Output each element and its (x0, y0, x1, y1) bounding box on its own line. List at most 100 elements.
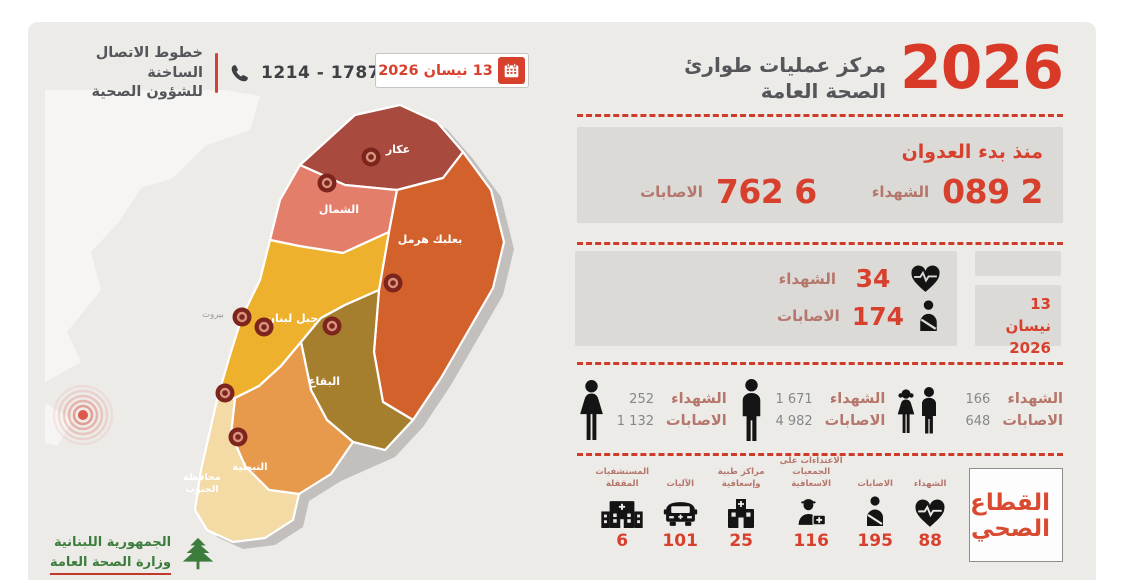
men-injuries-value: 4 982 (775, 413, 813, 429)
daily-injuries-value: 174 (851, 301, 904, 331)
sector-martyrs-value: 88 (918, 531, 943, 551)
sector-vehicles-value: 101 (662, 531, 698, 551)
lebanon-map: عكار الشمال بعلبك هرمل جبل لبنان البقاع … (45, 90, 514, 549)
health-sector-title-line2: الصحي (970, 516, 1050, 542)
hospital-icon (601, 501, 643, 528)
since-aggression-box: منذ بدء العدوان 2 089 الشهداء 6 762 الاص… (577, 127, 1063, 223)
daily-martyrs-row: 34 الشهداء (591, 264, 941, 293)
children-injuries-value: 648 (965, 413, 991, 429)
since-box-title: منذ بدء العدوان (901, 141, 1043, 163)
date-badge-text: 13 نيسان 2026 (378, 62, 493, 79)
men-martyrs-label: الشهداء (829, 391, 886, 407)
ministry-logo-text: الجمهورية اللبنانية وزارة الصحة العامة (50, 533, 172, 575)
men-group: 1 671 الشهداء 4 982 الاصابات (738, 378, 886, 442)
martyrs-total-value: 2 089 (942, 172, 1043, 211)
sector-attacks-value: 116 (793, 531, 829, 551)
daily-injuries-label: الاصابات (777, 307, 840, 326)
sector-centers-value: 25 (729, 531, 754, 551)
page-title-line2: الصحة العامة (760, 79, 886, 103)
sector-vehicles-label: الآليات (666, 478, 694, 489)
women-injuries-label: الاصابات (666, 413, 727, 429)
martyrs-total-label: الشهداء (871, 182, 930, 201)
women-martyrs-value: 252 (629, 391, 654, 407)
sector-attacks-label: الاعتداءات على الجمعيات الاسعافية (780, 456, 843, 489)
map-label-beirut: بيروت (202, 310, 224, 320)
women-group: 252 الشهداء 1 132 الاصابات (577, 379, 727, 441)
medical-center-icon (728, 499, 755, 528)
demographics-row: 252 الشهداء 1 132 الاصابات 1 671 الشهداء… (577, 371, 1063, 449)
heart-pulse-icon (911, 265, 940, 292)
children-martyrs-value: 166 (965, 391, 991, 407)
hotline-block: خطوط الاتصال الساخنة للشؤون الصحية 1214 … (45, 44, 380, 103)
ministry-logo: الجمهورية اللبنانية وزارة الصحة العامة (50, 533, 217, 575)
hotline-label: خطوط الاتصال الساخنة للشؤون الصحية (45, 44, 203, 103)
paramedic-icon (798, 499, 826, 526)
map-label-akkar: عكار (385, 143, 410, 156)
sector-injuries-label: الاصابات (857, 478, 893, 489)
women-martyrs-label: الشهداء (671, 391, 727, 407)
injured-person-icon (867, 496, 884, 526)
map-label-nabatieh: النبطية (232, 462, 267, 473)
ambulance-icon (663, 502, 697, 526)
hotline-label-line1: خطوط الاتصال الساخنة (95, 45, 203, 81)
logo-line2: وزارة الصحة العامة (50, 553, 172, 575)
hotline-numbers: 1214 - 1787 (261, 63, 381, 84)
children-martyrs-label: الشهداء (1007, 391, 1063, 407)
map-label-south-2: الجنوب (185, 484, 218, 495)
dashed-divider (577, 453, 1063, 456)
men-martyrs-value: 1 671 (775, 391, 813, 407)
daily-martyrs-label: الشهداء (778, 269, 836, 288)
hotline-label-line2: للشؤون الصحية (91, 84, 203, 101)
woman-icon (580, 380, 603, 440)
sector-hospitals-label: المستشفيات المقفلة (595, 467, 650, 489)
side-date-line2: 2026 (1009, 338, 1051, 357)
map-label-mount: جبل لبنان (266, 312, 319, 325)
injured-person-icon (920, 300, 937, 331)
sector-martyrs-item: الشهداء 88 (907, 462, 953, 551)
side-box-date: 13 نيسان 2026 (975, 285, 1061, 357)
sector-vehicles-item: الآليات 101 (657, 462, 703, 551)
map-markers (215, 147, 403, 447)
page-title: مركز عمليات طوارئ الصحة العامة (684, 52, 886, 104)
sector-hospitals-item: المستشفيات المقفلة 6 (595, 462, 650, 551)
dashed-divider (577, 362, 1063, 365)
side-box-empty (975, 251, 1061, 276)
injuries-total-label: الاصابات (640, 182, 703, 201)
sector-martyrs-label: الشهداء (913, 478, 947, 489)
heart-pulse-icon (915, 499, 945, 527)
sector-centers-item: مراكز طبية وإسعافية 25 (712, 462, 770, 551)
map-label-baalbek: بعلبك هرمل (398, 233, 463, 246)
map-label-bekaa: البقاع (308, 375, 340, 388)
page-title-line1: مركز عمليات طوارئ (684, 53, 886, 77)
injuries-total-value: 6 762 (715, 172, 817, 211)
health-sector-row: القطاع الصحي الشهداء 88 الاصابات 195 (595, 456, 1063, 562)
calendar-icon (498, 57, 525, 84)
health-sector-title-box: القطاع الصحي (969, 468, 1063, 562)
sea-silhouette-2 (45, 403, 73, 446)
health-sector-title-line1: القطاع (970, 489, 1050, 516)
dashed-divider (577, 242, 1063, 245)
page-header: مركز عمليات طوارئ الصحة العامة 2026 (684, 38, 1064, 104)
martyrs-total-stat: 2 089 الشهداء (871, 172, 1044, 211)
children-injuries-label: الاصابات (1002, 413, 1063, 429)
divider (215, 53, 218, 94)
sector-attacks-item: الاعتداءات على الجمعيات الاسعافية 116 (779, 456, 843, 551)
map-label-north: الشمال (319, 203, 359, 216)
children-icon (898, 387, 937, 434)
cedar-icon (182, 537, 214, 570)
daily-martyrs-value: 34 (855, 264, 891, 294)
man-icon (742, 379, 760, 441)
women-injuries-value: 1 132 (616, 413, 654, 429)
phone-icon (231, 64, 248, 82)
daily-injuries-row: 174 الاصابات (591, 300, 941, 333)
children-group: 166 الشهداء 648 الاصابات (896, 386, 1063, 434)
dashed-divider (577, 114, 1063, 117)
side-date-line1: 13 نيسان (1005, 295, 1051, 335)
logo-line1: الجمهورية اللبنانية (53, 535, 172, 550)
date-badge: 13 نيسان 2026 (375, 53, 529, 88)
sector-injuries-value: 195 (857, 531, 893, 551)
sector-centers-label: مراكز طبية وإسعافية (717, 467, 765, 489)
sea-silhouette (45, 90, 260, 383)
men-injuries-label: الاصابات (824, 413, 886, 429)
